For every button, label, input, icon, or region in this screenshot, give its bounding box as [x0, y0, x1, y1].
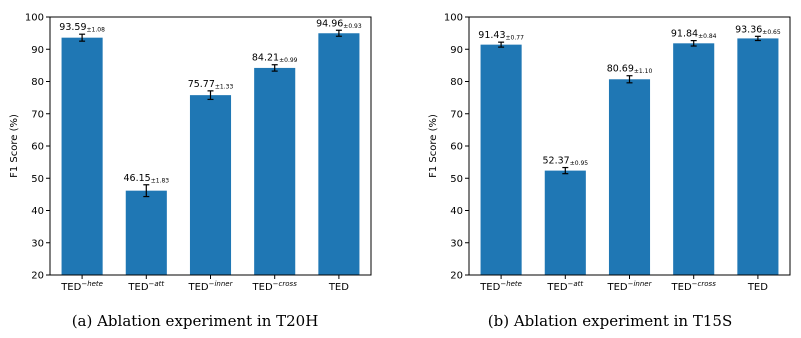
y-tick-label: 80 [450, 77, 463, 88]
y-tick-label: 70 [31, 109, 44, 120]
x-tick-label: TED [328, 282, 349, 293]
value-label: 94.96±0.93 [316, 18, 362, 30]
y-axis-title: F1 Score (%) [9, 114, 20, 178]
y-tick-label: 40 [31, 206, 44, 217]
x-tick-label-base: TED [671, 282, 692, 293]
value-error: ±0.93 [343, 23, 362, 30]
bar [737, 38, 778, 275]
x-tick-label-base: TED [252, 282, 273, 293]
y-tick-label: 30 [31, 238, 44, 249]
bar [481, 45, 522, 275]
bar [318, 33, 359, 275]
bar [609, 79, 650, 275]
value-error: ±0.84 [698, 33, 717, 40]
x-tick-label-base: TED [187, 282, 208, 293]
caption-b: (b) Ablation experiment in T15S [488, 312, 732, 330]
x-tick-label-sup: −hete [81, 280, 103, 288]
x-tick-label-sup: −att [568, 280, 584, 288]
bar [545, 171, 586, 275]
value-number: 52.37 [543, 156, 570, 167]
bar [673, 43, 714, 275]
bar [254, 68, 295, 275]
bar [126, 191, 167, 275]
value-label: 46.15±1.83 [124, 173, 170, 185]
value-label: 84.21±0.99 [252, 53, 298, 64]
y-tick-label: 60 [31, 142, 44, 153]
y-tick-label: 20 [450, 271, 463, 282]
y-tick-label: 20 [31, 271, 44, 282]
x-tick-label: TED [747, 282, 768, 293]
x-tick-label-base: TED [479, 282, 500, 293]
value-number: 94.96 [316, 18, 343, 29]
x-tick-label: TED−hete [479, 280, 522, 293]
x-tick-label: TED−inner [606, 280, 652, 293]
value-number: 80.69 [607, 64, 634, 75]
x-tick-label-base: TED [747, 282, 768, 293]
chart-a-ablation-t20h: 20 30 40 50 60 70 80 90 100 F1 Score (%) 93.59±1.0… [9, 13, 371, 294]
y-tick-label: 100 [25, 13, 44, 24]
caption-a: (a) Ablation experiment in T20H [72, 312, 319, 330]
y-tick-label: 60 [450, 142, 463, 153]
value-label: 93.59±1.08 [59, 22, 105, 33]
value-label: 93.36±0.65 [735, 24, 781, 36]
x-tick-label: TED−cross [252, 280, 298, 293]
value-number: 93.59 [59, 22, 86, 33]
y-tick-label: 30 [450, 238, 463, 249]
value-error: ±0.65 [762, 29, 781, 36]
y-tick-label: 80 [31, 77, 44, 88]
bar [62, 38, 103, 275]
y-tick-label: 40 [450, 206, 463, 217]
x-tick-label: TED−att [127, 280, 164, 293]
x-tick-label-sup: −hete [500, 280, 522, 288]
x-tick-label-sup: −att [149, 280, 165, 288]
x-tick-label-sup: −inner [628, 280, 653, 288]
y-tick-label: 90 [450, 45, 463, 56]
value-error: ±1.10 [634, 68, 653, 75]
x-tick-label: TED−hete [60, 280, 103, 293]
y-tick-label: 70 [450, 109, 463, 120]
y-tick-label: 90 [31, 45, 44, 56]
value-error: ±0.95 [570, 160, 589, 167]
value-error: ±0.99 [279, 57, 298, 64]
x-tick-label: TED−att [546, 280, 583, 293]
y-tick-label: 100 [444, 13, 463, 24]
value-number: 93.36 [735, 24, 762, 35]
x-tick-label-sup: −cross [273, 280, 298, 288]
value-error: ±0.77 [506, 35, 525, 42]
value-label: 80.69±1.10 [607, 64, 653, 76]
x-tick-label-base: TED [60, 282, 81, 293]
x-tick-label-base: TED [127, 282, 148, 293]
x-tick-label-sup: −cross [692, 280, 717, 288]
value-number: 91.43 [478, 30, 505, 41]
value-number: 84.21 [252, 53, 279, 64]
value-number: 46.15 [124, 173, 151, 184]
x-tick-label: TED−inner [187, 280, 233, 293]
value-error: ±1.33 [215, 83, 234, 90]
x-tick-label-sup: −inner [209, 280, 234, 288]
value-error: ±1.08 [87, 27, 106, 34]
value-label: 75.77±1.33 [188, 79, 234, 91]
value-number: 91.84 [671, 29, 698, 40]
y-tick-label: 50 [450, 174, 463, 185]
x-tick-label-base: TED [328, 282, 349, 293]
value-label: 91.84±0.84 [671, 29, 717, 41]
bar [190, 95, 231, 275]
chart-b-ablation-t15s: 20 30 40 50 60 70 80 90 100 F1 Score (%) 91.43±0.7… [428, 13, 790, 294]
value-label: 91.43±0.77 [478, 30, 524, 42]
value-number: 75.77 [188, 79, 215, 90]
x-tick-label-base: TED [546, 282, 567, 293]
value-label: 52.37±0.95 [543, 156, 589, 168]
value-error: ±1.83 [151, 177, 170, 184]
x-tick-label-base: TED [606, 282, 627, 293]
y-axis-title: F1 Score (%) [428, 114, 439, 178]
y-tick-label: 50 [31, 174, 44, 185]
x-tick-label: TED−cross [671, 280, 717, 293]
